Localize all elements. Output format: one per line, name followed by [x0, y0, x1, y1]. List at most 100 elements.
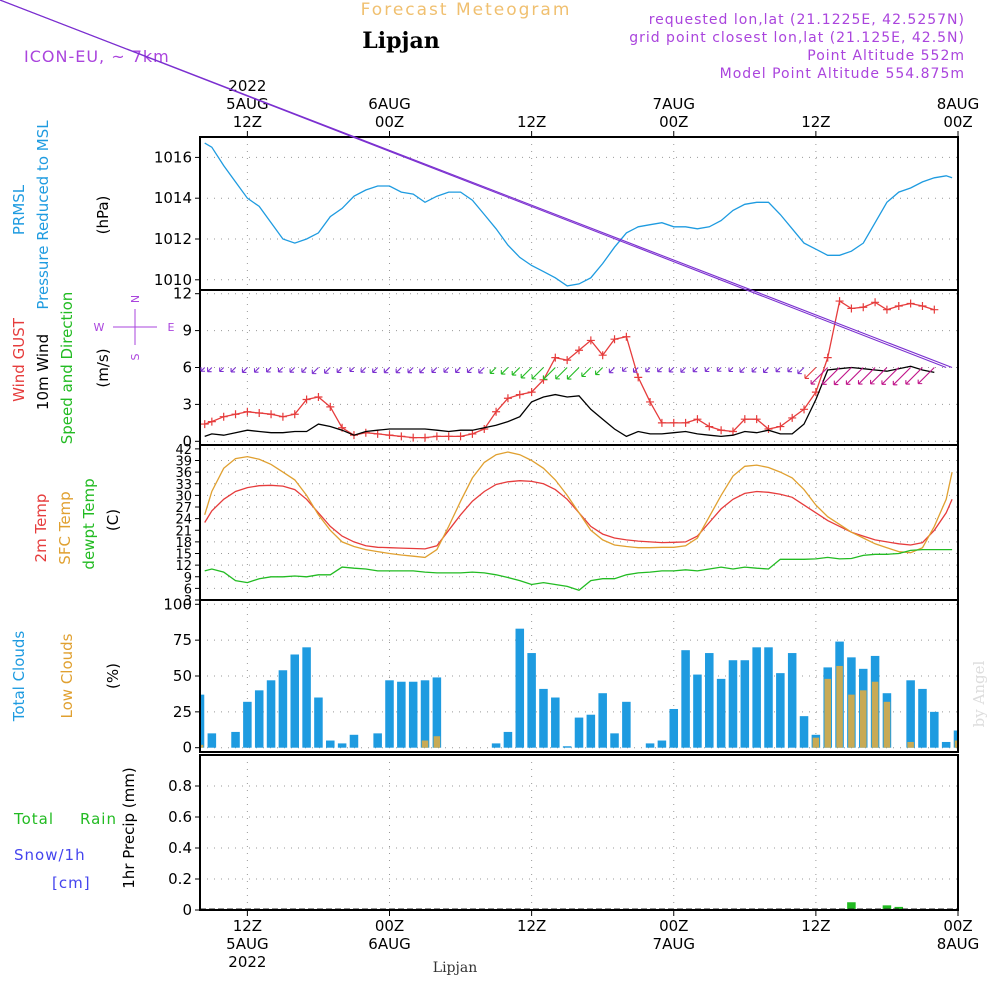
series-line-dewpt-temp [204, 548, 953, 592]
gust-label: Wind GUST [10, 317, 28, 402]
gust-marker [622, 332, 631, 341]
wind-arrow-head [763, 368, 768, 373]
gust-marker [255, 409, 264, 418]
wind-arrow-head [200, 367, 205, 372]
wind-arrow-shaft [242, 367, 248, 373]
total-cloud-bar [266, 680, 276, 748]
panel-frame [199, 136, 959, 291]
wind-arrow [555, 367, 568, 380]
chart-title: Forecast Meteogram [361, 0, 572, 20]
total-cloud-bar [787, 653, 797, 748]
direction-label: Speed and Direction [58, 292, 76, 445]
y-tick-label: 6 [182, 359, 192, 377]
wind-arrow-head [892, 380, 898, 386]
pressure-unit: (hPa) [94, 196, 112, 235]
wind-arrow [289, 367, 296, 373]
wind-arrow-head [219, 367, 224, 373]
pressure-panel: 1010 1012 1014 1016 [154, 136, 959, 291]
gust-marker [800, 405, 809, 414]
gust-marker [764, 425, 773, 434]
wind-arrow-shaft [230, 367, 236, 373]
total-cloud-bar [337, 743, 347, 748]
total-cloud-bar [200, 694, 205, 748]
wind-arrow-head [407, 368, 413, 374]
y-tick-label: 27 [175, 501, 192, 516]
x-tick-date: 6AUG [368, 95, 410, 113]
wind-arrow-head [581, 372, 586, 378]
wind-arrow-shaft [395, 367, 402, 374]
wind-arrow-shaft [200, 367, 206, 372]
wind-arrow-head [511, 371, 517, 376]
wind-arrow-shaft [555, 367, 568, 380]
total-cloud-bar [918, 688, 927, 748]
wind-arrow-shaft [846, 367, 864, 385]
wind-arrow-shaft [622, 367, 627, 372]
wind-arrow-shaft [716, 367, 722, 372]
wind-arrow-head [833, 380, 839, 386]
wind-arrow-head [917, 379, 923, 385]
wind-arrow-head [645, 367, 650, 373]
total-cloud-bar [669, 708, 679, 748]
gust-marker [598, 351, 607, 360]
wind-arrow-shaft [595, 367, 604, 375]
x-tick-date: 8AUG [937, 95, 979, 113]
wind-arrow-shaft [608, 367, 615, 374]
y-tick-label: 12 [175, 559, 192, 574]
rain-bar [847, 902, 856, 910]
wind-arrow [657, 367, 663, 373]
wind-arrow-head [668, 367, 674, 373]
total-cloud-bar [551, 697, 560, 748]
temp-unit: (C) [104, 509, 122, 531]
total-cloud-bar [432, 677, 442, 748]
total-cloud-bar [705, 653, 714, 748]
compass-s: S [129, 353, 142, 360]
x-tick-time: 00Z [659, 113, 688, 131]
wind-arrow-shaft [372, 367, 379, 373]
wind-arrow-head [500, 370, 506, 375]
y-tick-label: 33 [175, 478, 192, 493]
x-tick-time: 12Z [517, 113, 546, 131]
wind-arrow [881, 367, 900, 385]
y-tick-label: 21 [175, 524, 192, 539]
wind-arrow-shaft [289, 367, 296, 373]
wind-arrow [455, 367, 461, 373]
y-tick-label: 3 [182, 395, 192, 413]
wind-arrow [608, 367, 615, 374]
wind-arrow-shaft [520, 367, 533, 379]
footer-location: Lipjan [433, 960, 477, 976]
y-tick-label: 6 [184, 582, 192, 597]
wind-arrow [845, 367, 864, 385]
total-cloud-bar [503, 731, 513, 748]
wind-arrow-head [704, 367, 710, 373]
total-cloud-bar [243, 701, 252, 748]
plot-area [204, 142, 953, 287]
gust-marker [610, 335, 619, 344]
clouds-unit: (%) [104, 663, 122, 689]
gust-marker [219, 412, 228, 421]
y-tick-label: 1010 [154, 271, 192, 289]
wind-arrow-head [775, 367, 781, 373]
wind-arrow [324, 367, 331, 374]
wind-arrow-head [595, 370, 600, 376]
gust-marker [231, 410, 240, 419]
series-line-10m-wind [204, 365, 935, 438]
total-cloud-bar [752, 647, 761, 748]
x-tick-time: 12Z [801, 917, 830, 935]
y-tick-label: 0.2 [168, 870, 192, 888]
wind-arrow [739, 367, 746, 373]
total-cloud-bar [326, 740, 335, 748]
wind-arrow-head [728, 367, 733, 373]
wind-arrow [349, 367, 355, 373]
wind-arrow [219, 367, 225, 373]
wind-arrow-head [845, 380, 851, 385]
y-tick-label: 50 [173, 667, 192, 685]
y-tick-label: 1016 [154, 148, 192, 166]
wind-arrow [822, 367, 840, 385]
wind-arrow-head [692, 367, 698, 373]
gust-marker [717, 426, 726, 435]
x-tick-date: 5AUG [226, 935, 268, 953]
gust-marker [551, 353, 560, 362]
wind-arrow-shaft [478, 367, 485, 374]
